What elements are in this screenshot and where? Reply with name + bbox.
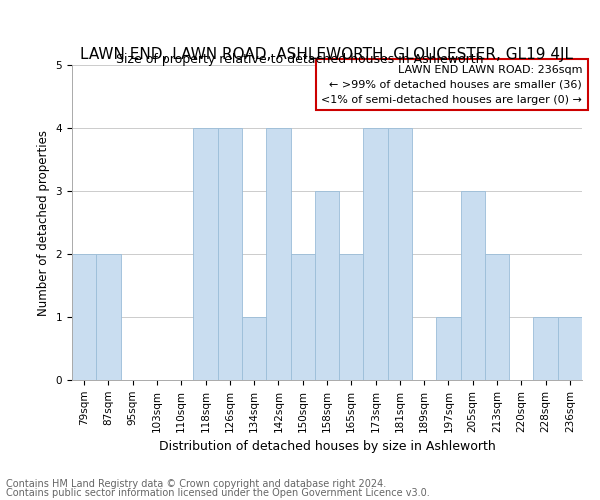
Text: LAWN END LAWN ROAD: 236sqm
← >99% of detached houses are smaller (36)
<1% of sem: LAWN END LAWN ROAD: 236sqm ← >99% of det… <box>321 65 582 104</box>
Bar <box>558 317 582 380</box>
Bar <box>436 317 461 380</box>
Bar <box>485 254 509 380</box>
Bar <box>72 254 96 380</box>
Text: Size of property relative to detached houses in Ashleworth: Size of property relative to detached ho… <box>116 52 484 66</box>
Text: Contains HM Land Registry data © Crown copyright and database right 2024.: Contains HM Land Registry data © Crown c… <box>6 479 386 489</box>
Bar <box>315 191 339 380</box>
Bar <box>388 128 412 380</box>
Bar <box>461 191 485 380</box>
Bar <box>339 254 364 380</box>
Title: LAWN END, LAWN ROAD, ASHLEWORTH, GLOUCESTER, GL19 4JL: LAWN END, LAWN ROAD, ASHLEWORTH, GLOUCES… <box>80 48 574 62</box>
Bar <box>266 128 290 380</box>
Bar <box>193 128 218 380</box>
Bar <box>533 317 558 380</box>
Bar <box>96 254 121 380</box>
Bar <box>218 128 242 380</box>
X-axis label: Distribution of detached houses by size in Ashleworth: Distribution of detached houses by size … <box>158 440 496 453</box>
Y-axis label: Number of detached properties: Number of detached properties <box>37 130 50 316</box>
Bar <box>242 317 266 380</box>
Text: Contains public sector information licensed under the Open Government Licence v3: Contains public sector information licen… <box>6 488 430 498</box>
Bar <box>364 128 388 380</box>
Bar <box>290 254 315 380</box>
